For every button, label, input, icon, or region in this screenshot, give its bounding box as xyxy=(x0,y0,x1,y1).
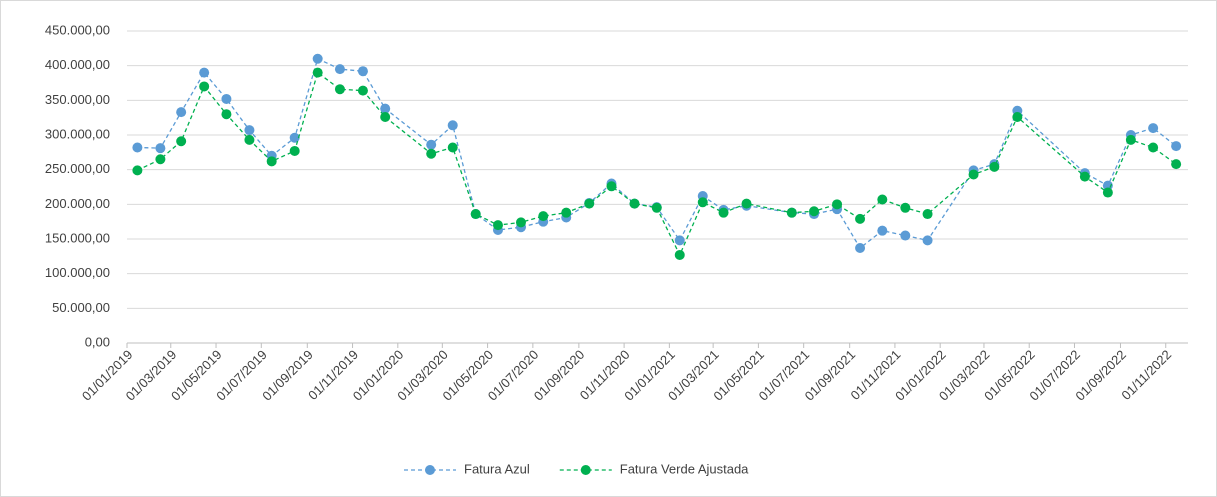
legend-item: Fatura Verde Ajustada xyxy=(559,461,749,476)
y-tick-label: 100.000,00 xyxy=(45,265,110,280)
point xyxy=(1012,111,1023,122)
point xyxy=(1148,123,1159,134)
y-tick-label: 0,00 xyxy=(85,334,110,349)
point xyxy=(199,67,210,78)
y-tick-label: 300.000,00 xyxy=(45,126,110,141)
y-tick-label: 200.000,00 xyxy=(45,196,110,211)
point xyxy=(426,139,437,150)
y-tick-label: 150.000,00 xyxy=(45,230,110,245)
point xyxy=(1079,171,1090,182)
point xyxy=(832,199,843,210)
legend-label: Fatura Verde Ajustada xyxy=(620,461,749,476)
point xyxy=(132,165,143,176)
point xyxy=(155,154,166,165)
point xyxy=(809,206,820,217)
point xyxy=(289,145,300,156)
point xyxy=(674,249,685,260)
point xyxy=(900,202,911,213)
point xyxy=(674,235,685,246)
point xyxy=(334,84,345,95)
point xyxy=(629,198,640,209)
point xyxy=(312,67,323,78)
point xyxy=(855,213,866,224)
point xyxy=(968,169,979,180)
point xyxy=(380,103,391,114)
point xyxy=(380,111,391,122)
point xyxy=(244,125,255,136)
point xyxy=(989,161,1000,172)
point xyxy=(718,207,729,218)
point xyxy=(538,211,549,222)
point xyxy=(561,207,572,218)
point xyxy=(877,194,888,205)
point xyxy=(221,109,232,120)
point xyxy=(1125,134,1136,145)
point xyxy=(584,198,595,209)
point xyxy=(606,181,617,192)
y-tick-label: 250.000,00 xyxy=(45,161,110,176)
point xyxy=(900,230,911,241)
point xyxy=(651,202,662,213)
point xyxy=(266,156,277,167)
y-tick-label: 450.000,00 xyxy=(45,22,110,37)
legend-label: Fatura Azul xyxy=(464,461,530,476)
point xyxy=(877,225,888,236)
point xyxy=(357,85,368,96)
point xyxy=(697,197,708,208)
point xyxy=(132,142,143,153)
point xyxy=(786,207,797,218)
point xyxy=(515,217,526,228)
point xyxy=(1102,187,1113,198)
y-tick-label: 400.000,00 xyxy=(45,57,110,72)
point xyxy=(244,134,255,145)
point xyxy=(470,209,481,220)
y-tick-label: 50.000,00 xyxy=(52,300,110,315)
y-tick-label: 350.000,00 xyxy=(45,92,110,107)
point xyxy=(155,143,166,154)
point xyxy=(176,136,187,147)
point xyxy=(221,93,232,104)
point xyxy=(1171,141,1182,152)
point xyxy=(922,209,933,220)
legend-marker xyxy=(580,465,591,475)
legend-item: Fatura Azul xyxy=(404,461,530,476)
point xyxy=(289,132,300,143)
point xyxy=(1171,159,1182,170)
point xyxy=(492,220,503,231)
point xyxy=(426,148,437,159)
point xyxy=(855,243,866,254)
point xyxy=(741,198,752,209)
legend-marker xyxy=(425,465,435,475)
point xyxy=(176,107,187,118)
point xyxy=(447,142,458,153)
point xyxy=(447,120,458,131)
point xyxy=(312,53,323,64)
point xyxy=(357,66,368,77)
point xyxy=(1148,142,1159,153)
point xyxy=(334,64,345,75)
point xyxy=(1102,180,1113,191)
point xyxy=(922,235,933,246)
point xyxy=(199,81,210,92)
